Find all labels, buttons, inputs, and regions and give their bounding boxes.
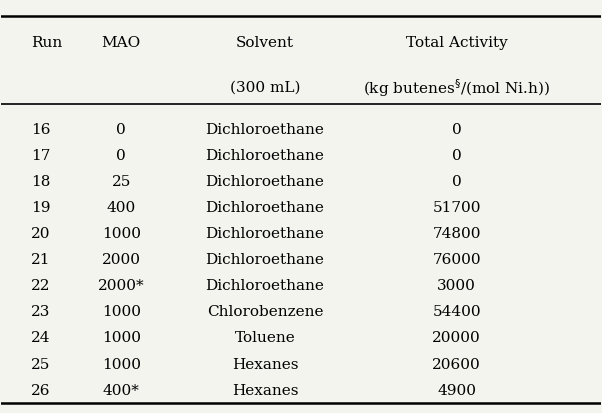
Text: Hexanes: Hexanes: [232, 383, 299, 397]
Text: 400*: 400*: [103, 383, 140, 397]
Text: 23: 23: [31, 305, 51, 318]
Text: MAO: MAO: [102, 36, 141, 50]
Text: Dichloroethane: Dichloroethane: [206, 148, 324, 162]
Text: 0: 0: [116, 148, 126, 162]
Text: 74800: 74800: [433, 226, 481, 240]
Text: 26: 26: [31, 383, 51, 397]
Text: 21: 21: [31, 252, 51, 266]
Text: 51700: 51700: [433, 200, 481, 214]
Text: 19: 19: [31, 200, 51, 214]
Text: 20600: 20600: [432, 357, 481, 371]
Text: Toluene: Toluene: [235, 331, 296, 345]
Text: 0: 0: [452, 148, 462, 162]
Text: 3000: 3000: [438, 279, 476, 292]
Text: 4900: 4900: [437, 383, 476, 397]
Text: 76000: 76000: [432, 252, 481, 266]
Text: 400: 400: [107, 200, 136, 214]
Text: Chlorobenzene: Chlorobenzene: [207, 305, 323, 318]
Text: 18: 18: [31, 174, 51, 188]
Text: Dichloroethane: Dichloroethane: [206, 279, 324, 292]
Text: 1000: 1000: [102, 305, 141, 318]
Text: Dichloroethane: Dichloroethane: [206, 200, 324, 214]
Text: 25: 25: [31, 357, 51, 371]
Text: Dichloroethane: Dichloroethane: [206, 252, 324, 266]
Text: Dichloroethane: Dichloroethane: [206, 174, 324, 188]
Text: 20: 20: [31, 226, 51, 240]
Text: 0: 0: [452, 122, 462, 136]
Text: Dichloroethane: Dichloroethane: [206, 122, 324, 136]
Text: 0: 0: [116, 122, 126, 136]
Text: 24: 24: [31, 331, 51, 345]
Text: 17: 17: [31, 148, 51, 162]
Text: (300 mL): (300 mL): [230, 81, 300, 95]
Text: Dichloroethane: Dichloroethane: [206, 226, 324, 240]
Text: 2000*: 2000*: [98, 279, 144, 292]
Text: Solvent: Solvent: [236, 36, 294, 50]
Text: Run: Run: [31, 36, 63, 50]
Text: 25: 25: [111, 174, 131, 188]
Text: 1000: 1000: [102, 357, 141, 371]
Text: 0: 0: [452, 174, 462, 188]
Text: 2000: 2000: [102, 252, 141, 266]
Text: 1000: 1000: [102, 226, 141, 240]
Text: 1000: 1000: [102, 331, 141, 345]
Text: (kg butenes$^{\S}$/(mol Ni.h)): (kg butenes$^{\S}$/(mol Ni.h)): [363, 77, 550, 98]
Text: 22: 22: [31, 279, 51, 292]
Text: Hexanes: Hexanes: [232, 357, 299, 371]
Text: 54400: 54400: [432, 305, 481, 318]
Text: Total Activity: Total Activity: [406, 36, 507, 50]
Text: 20000: 20000: [432, 331, 481, 345]
Text: 16: 16: [31, 122, 51, 136]
